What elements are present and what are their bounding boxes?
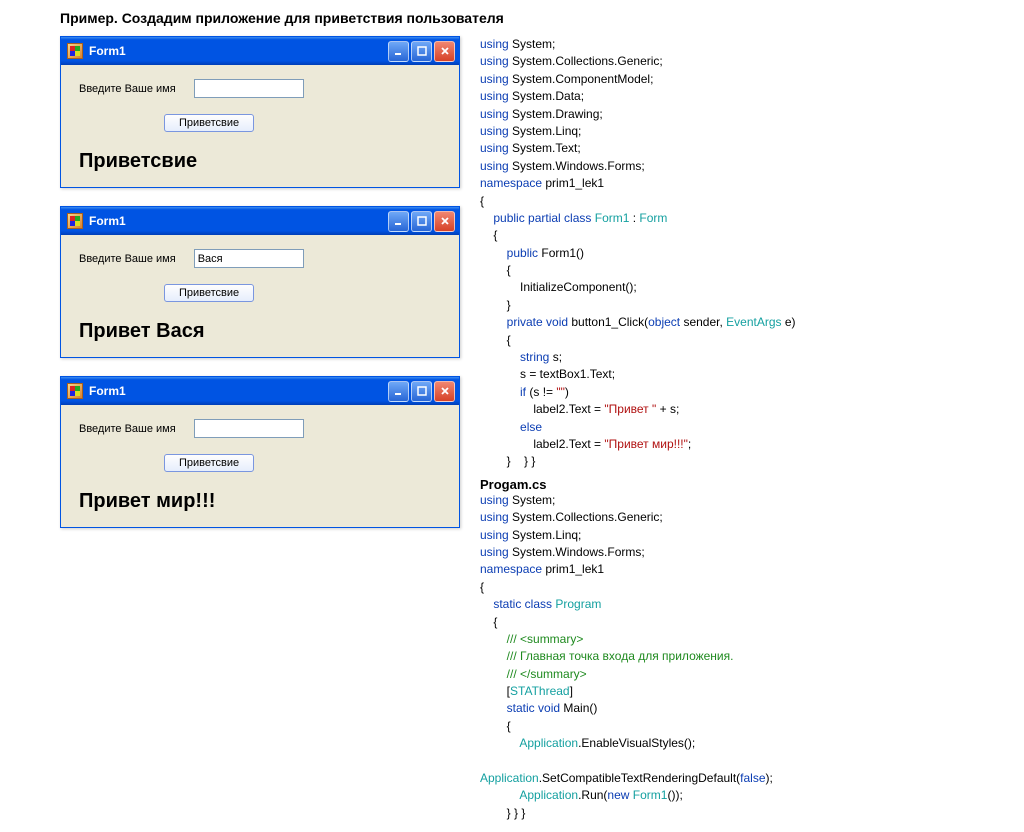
close-button[interactable]	[434, 41, 455, 62]
close-button[interactable]	[434, 381, 455, 402]
window-form1-b: Form1 Введите Ваше имя Приветсвие Привет…	[60, 206, 460, 358]
name-input[interactable]	[194, 249, 304, 268]
window-form1-a: Form1 Введите Ваше имя Приветсвие Привет…	[60, 36, 460, 188]
name-input[interactable]	[194, 419, 304, 438]
code-block-form1: using System; using System.Collections.G…	[480, 36, 964, 471]
minimize-button[interactable]	[388, 211, 409, 232]
window-title: Form1	[89, 384, 388, 398]
close-button[interactable]	[434, 211, 455, 232]
titlebar: Form1	[61, 37, 459, 65]
code-block-program: using System; using System.Collections.G…	[480, 492, 964, 822]
minimize-button[interactable]	[388, 381, 409, 402]
page-title: Пример. Создадим приложение для приветст…	[60, 10, 964, 26]
window-title: Form1	[89, 214, 388, 228]
window-title: Form1	[89, 44, 388, 58]
input-label: Введите Ваше имя	[79, 253, 176, 265]
input-label: Введите Ваше имя	[79, 423, 176, 435]
greet-button[interactable]: Приветсвие	[164, 454, 254, 472]
greet-button[interactable]: Приветсвие	[164, 114, 254, 132]
app-icon	[67, 43, 83, 59]
minimize-button[interactable]	[388, 41, 409, 62]
result-label: Привет Вася	[79, 320, 441, 343]
code-column: using System; using System.Collections.G…	[480, 36, 964, 822]
result-label: Приветсвие	[79, 150, 441, 173]
titlebar: Form1	[61, 377, 459, 405]
program-cs-title: Progam.cs	[480, 477, 964, 492]
titlebar: Form1	[61, 207, 459, 235]
name-input[interactable]	[194, 79, 304, 98]
maximize-button[interactable]	[411, 211, 432, 232]
app-icon	[67, 213, 83, 229]
maximize-button[interactable]	[411, 381, 432, 402]
result-label: Привет мир!!!	[79, 490, 441, 513]
greet-button[interactable]: Приветсвие	[164, 284, 254, 302]
maximize-button[interactable]	[411, 41, 432, 62]
app-icon	[67, 383, 83, 399]
input-label: Введите Ваше имя	[79, 83, 176, 95]
forms-column: Form1 Введите Ваше имя Приветсвие Привет…	[60, 36, 460, 822]
window-form1-c: Form1 Введите Ваше имя Приветсвие Привет…	[60, 376, 460, 528]
